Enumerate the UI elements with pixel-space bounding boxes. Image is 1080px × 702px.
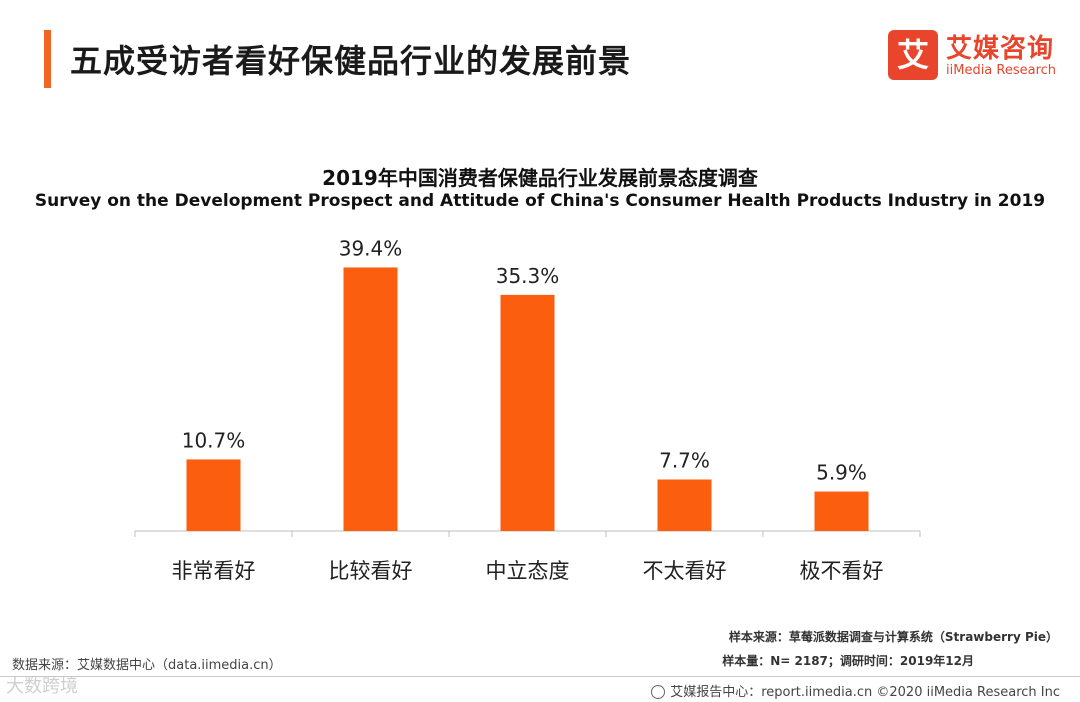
bar xyxy=(657,479,712,531)
category-label: 比较看好 xyxy=(329,559,413,583)
logo-mark-icon: 艾 xyxy=(888,30,938,80)
logo-cn-text: 艾媒咨询 xyxy=(946,34,1055,64)
brand-logo[interactable]: 艾 艾媒咨询 iiMedia Research xyxy=(888,30,1068,82)
data-label: 10.7% xyxy=(182,428,246,452)
copyright-note[interactable]: 艾媒报告中心：report.iimedia.cn ©2020 iiMedia R… xyxy=(651,681,1060,700)
copyright-text: 艾媒报告中心：report.iimedia.cn ©2020 iiMedia R… xyxy=(670,685,1060,700)
data-source-note: 数据来源：艾媒数据中心（data.iimedia.cn） xyxy=(12,658,282,673)
data-label: 35.3% xyxy=(496,264,560,288)
data-label: 39.4% xyxy=(339,236,403,260)
category-label: 非常看好 xyxy=(172,559,256,583)
chart-title: 2019年中国消费者保健品行业发展前景态度调查 xyxy=(322,166,758,190)
footer-divider xyxy=(0,676,1080,677)
title-accent-bar xyxy=(44,30,51,88)
chart-subtitle: Survey on the Development Prospect and A… xyxy=(34,191,1046,211)
data-label: 7.7% xyxy=(659,448,710,472)
page-title: 五成受访者看好保健品行业的发展前景 xyxy=(70,42,632,80)
bar xyxy=(343,267,398,531)
category-label: 不太看好 xyxy=(643,559,727,583)
bar xyxy=(186,459,241,531)
category-label: 中立态度 xyxy=(486,559,570,583)
bar xyxy=(500,294,555,531)
sample-source-note: 样本来源：草莓派数据调查与计算系统（Strawberry Pie） xyxy=(728,630,1058,644)
watermark-text: 大数跨境 xyxy=(6,676,78,697)
sample-info-note: 样本量：N= 2187；调研时间：2019年12月 xyxy=(722,654,974,668)
category-label: 极不看好 xyxy=(800,559,884,583)
data-label: 5.9% xyxy=(816,461,867,485)
globe-icon xyxy=(651,685,666,699)
bar xyxy=(814,491,869,531)
logo-en-text: iiMedia Research xyxy=(946,63,1057,78)
